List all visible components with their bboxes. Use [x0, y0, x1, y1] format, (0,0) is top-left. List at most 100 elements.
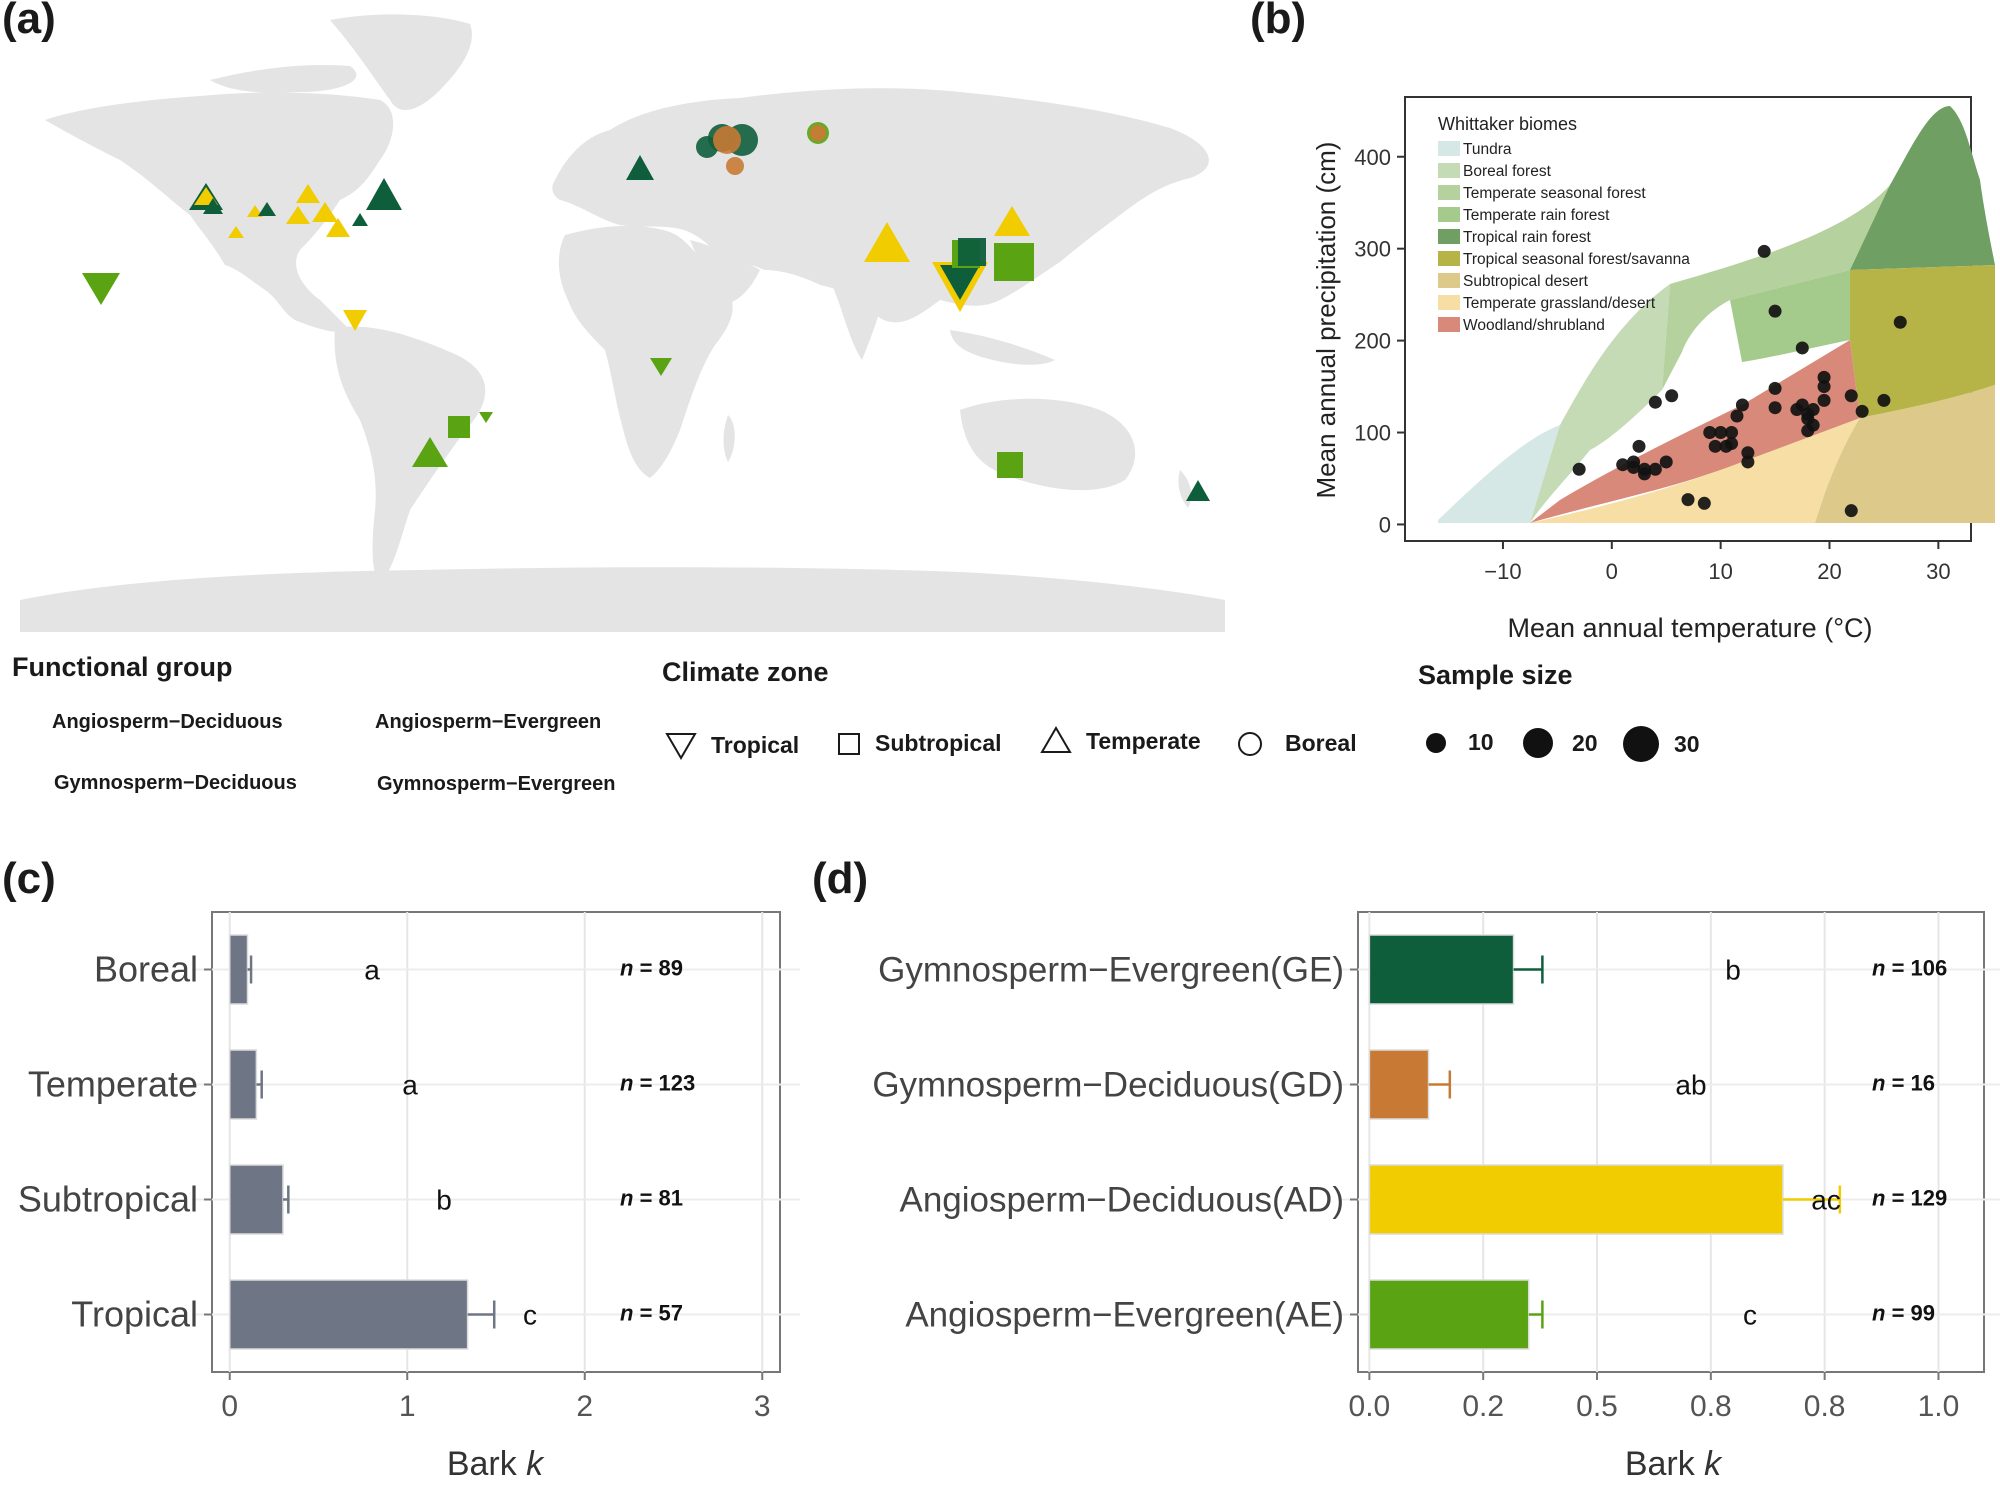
sample-size-label: n = 57 [620, 1301, 683, 1326]
marker-temperate-ad [994, 206, 1030, 236]
chart-b-points [1572, 244, 1907, 518]
land-indonesia [950, 330, 1055, 365]
data-point [1665, 389, 1679, 403]
marker-temperate-ad [864, 222, 910, 262]
legend-climate-tropical: Tropical [665, 730, 799, 760]
sample-size-n: n [620, 1071, 633, 1096]
chart-d-xlabel-k: k [1704, 1445, 1723, 1483]
data-point [1725, 426, 1739, 440]
category-label: Gymnosperm−Deciduous(GD) [872, 1066, 1344, 1105]
sample-size-n: n [1872, 1071, 1885, 1096]
bar [229, 1164, 284, 1235]
marker-temperate-ad [247, 205, 263, 217]
biome-temperate-grassland [1530, 418, 1860, 523]
sample-size-label: n = 16 [1872, 1071, 1935, 1096]
data-point [1627, 460, 1641, 474]
land-madagascar [723, 415, 735, 462]
biome-legend-swatch [1438, 141, 1460, 156]
legend-climate-title: Climate zone [662, 657, 829, 687]
data-point [1714, 426, 1728, 440]
legend-climate-subtropical-label: Subtropical [875, 730, 1002, 756]
marker-tropical-ae [82, 273, 120, 305]
data-point [1735, 398, 1749, 412]
marker-temperate-ad [296, 184, 320, 203]
biome-tropical-seasonal-forest [1850, 265, 1995, 418]
significance-letter: ab [1675, 1070, 1706, 1101]
marker-temperate-ae [412, 437, 448, 467]
bar [1368, 1049, 1430, 1120]
legend-climate-temperate: Temperate [1040, 726, 1201, 756]
y-tick-label: 200 [1354, 329, 1391, 354]
data-point [1877, 393, 1891, 407]
land-japan [1060, 200, 1077, 250]
x-tick-label: −10 [1484, 559, 1521, 584]
biome-legend-label: Tundra [1463, 141, 1512, 158]
category-label: Gymnosperm−Evergreen(GE) [878, 951, 1344, 990]
data-point [1817, 393, 1831, 407]
biome-legend-title: Whittaker biomes [1438, 114, 1577, 134]
marker-tropical-ae [650, 358, 672, 376]
biome-legend-label: Temperate rain forest [1463, 207, 1610, 224]
marker-temperate-ad [326, 218, 350, 237]
biome-legend-swatch [1438, 273, 1460, 288]
biome-boreal-forest [1530, 284, 1670, 523]
x-tick-label: 1.0 [1918, 1390, 1960, 1423]
climate-bar-chart: 0 1 2 3 Boreal a n = 89 Temperate a n = 123 Subtr… [18, 911, 800, 1483]
panel-label-d: (d) [812, 854, 869, 903]
legend-functional-group-title: Functional group [12, 652, 233, 682]
sample-size-label: n = 81 [620, 1186, 683, 1211]
x-tick-label: 10 [1708, 559, 1732, 584]
biome-legend-label: Temperate grassland/desert [1463, 295, 1656, 312]
x-tick-label: 0.2 [1462, 1390, 1504, 1423]
marker-boreal-gd [810, 125, 826, 141]
marker-subtropical-ge [958, 238, 986, 266]
biome-legend-label: Temperate seasonal forest [1463, 185, 1646, 202]
bar [1368, 1164, 1784, 1235]
bar [229, 934, 249, 1005]
sample-size-value: = 123 [633, 1071, 695, 1096]
sample-size-value: = 99 [1885, 1301, 1935, 1326]
biome-temperate-seasonal-forest [1662, 185, 1890, 390]
legend-size-10: 10 [1424, 729, 1494, 756]
data-point [1659, 455, 1673, 469]
bar [1368, 1279, 1530, 1350]
legend-size-30-label: 30 [1674, 730, 1700, 757]
x-tick-label: 0.8 [1690, 1390, 1732, 1423]
sample-size-n: n [620, 1301, 633, 1326]
land-arctic-islands [210, 64, 357, 93]
x-tick-label: 0.8 [1804, 1390, 1846, 1423]
marker-temperate-ad [312, 202, 338, 222]
data-point [1806, 403, 1820, 417]
land-africa [558, 225, 733, 478]
sample-size-label: n = 129 [1872, 1186, 1947, 1211]
data-point [1893, 315, 1907, 329]
sample-size-n: n [1872, 956, 1885, 981]
data-point [1757, 244, 1771, 258]
data-point [1697, 496, 1711, 510]
y-tick-label: 400 [1354, 145, 1391, 170]
land-india [829, 260, 885, 360]
sample-size-n: n [620, 956, 633, 981]
chart-b-xlabel: Mean annual temperature (°C) [1508, 613, 1873, 643]
data-point [1801, 424, 1815, 438]
data-point [1616, 458, 1630, 472]
data-point [1741, 446, 1755, 460]
x-tick-label: 1 [399, 1390, 416, 1423]
biome-legend-label: Woodland/shrubland [1463, 317, 1605, 334]
data-point [1708, 439, 1722, 453]
chart-c-xlabel-k: k [526, 1445, 545, 1483]
biome-legend-swatch [1438, 229, 1460, 244]
size-10-dot-icon [1426, 732, 1446, 753]
marker-temperate-ge [203, 198, 223, 214]
sample-size-value: = 129 [1885, 1186, 1947, 1211]
biome-legend-swatch [1438, 163, 1460, 178]
biome-tundra [1438, 425, 1560, 523]
legend-climate-tropical-label: Tropical [711, 731, 800, 758]
subtropical-symbol-icon [838, 732, 860, 755]
sample-size-label: n = 89 [620, 956, 683, 981]
significance-letter: a [364, 955, 380, 986]
land-australia [960, 398, 1136, 491]
x-tick-label: 20 [1817, 559, 1841, 584]
